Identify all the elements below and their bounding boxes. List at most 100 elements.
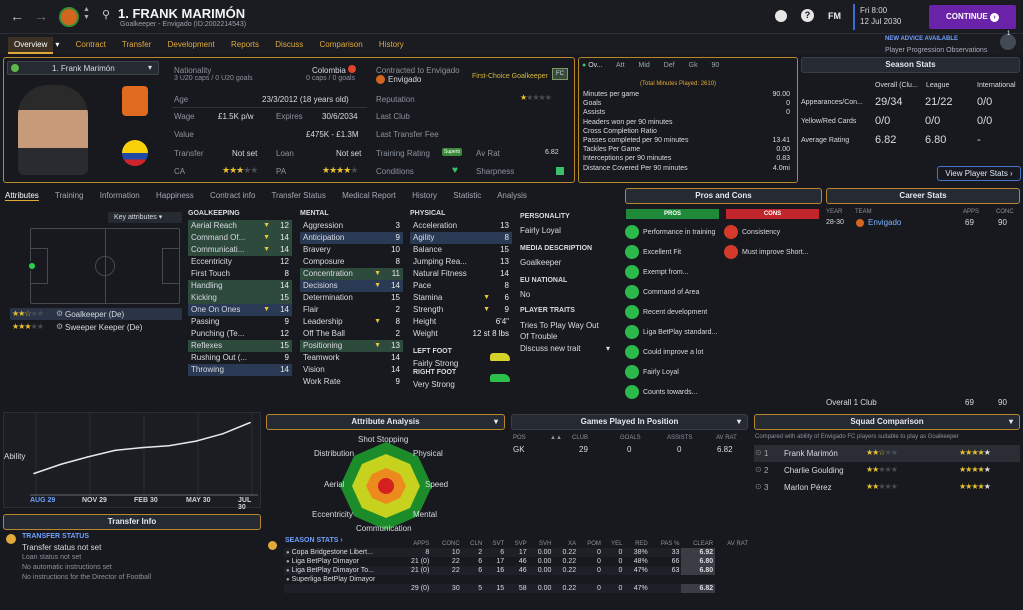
con-item[interactable]: Consistency	[724, 222, 822, 242]
attribute-row[interactable]: Balance 15	[410, 244, 512, 256]
tab-medical-report[interactable]: Medical Report	[342, 191, 396, 200]
forward-arrow-icon[interactable]: →	[34, 8, 48, 24]
attribute-row[interactable]: Positioning ▼ 13	[300, 340, 403, 352]
nav-discuss[interactable]: Discuss	[275, 40, 304, 49]
attribute-row[interactable]: Acceleration 13	[410, 220, 512, 232]
stats-tab-90[interactable]: 90	[711, 62, 720, 69]
attribute-row[interactable]: Vision 14	[300, 364, 403, 376]
attribute-row[interactable]: Pace 8	[410, 280, 512, 292]
attribute-row[interactable]: Handling 14	[188, 280, 292, 292]
nav-overview[interactable]: Overview	[8, 37, 54, 54]
pro-item[interactable]: Command of Area	[625, 282, 723, 302]
squad-row[interactable]: 3 ⊙ Marlon Pérez ★★★★★ ★★★★★	[754, 479, 1020, 496]
squad-row[interactable]: 2 ⊙ Charlie Goulding ★★★★★ ★★★★★	[754, 462, 1020, 479]
help-icon[interactable]: ?	[801, 9, 814, 22]
player-selector[interactable]	[7, 61, 159, 75]
discuss-trait-dropdown[interactable]: Discuss new trait ▾	[520, 344, 610, 353]
pro-item[interactable]: Liga BetPlay standard...	[625, 322, 723, 342]
view-player-stats-button[interactable]: View Player Stats ›	[937, 166, 1021, 181]
attribute-row[interactable]: Stamina ▼ 6	[410, 292, 512, 304]
tab-statistic[interactable]: Statistic	[453, 191, 482, 200]
attribute-row[interactable]: Determination 15	[300, 292, 403, 304]
fm-logo[interactable]: FM	[828, 11, 841, 21]
tab-analysis[interactable]: Analysis	[497, 191, 527, 200]
tab-history[interactable]: History	[412, 191, 438, 200]
stats-tab-att[interactable]: Att	[616, 62, 625, 69]
attribute-row[interactable]: Aggression 3	[300, 220, 403, 232]
ball-icon[interactable]	[775, 10, 787, 22]
career-team[interactable]: Envigado	[868, 218, 902, 227]
tab-contract-info[interactable]: Contract info	[210, 191, 256, 200]
squad-comparison-header[interactable]: Squad Comparison ▾	[754, 414, 1020, 430]
attribute-row[interactable]: Bravery 10	[300, 244, 403, 256]
nav-transfer[interactable]: Transfer	[121, 40, 152, 49]
switch-player-icon[interactable]: ▲ ▼	[83, 6, 90, 21]
attribute-row[interactable]: Height 6'4"	[410, 316, 512, 328]
pro-item[interactable]: Recent development	[625, 302, 723, 322]
attribute-row[interactable]: Natural Fitness 14	[410, 268, 512, 280]
attribute-row[interactable]: Eccentricity 12	[188, 256, 292, 268]
stats-tab-overview[interactable]: Ov...	[588, 62, 603, 69]
attribute-row[interactable]: Anticipation 9	[300, 232, 403, 244]
pro-item[interactable]: Exempt from...	[625, 262, 723, 282]
attribute-analysis-header[interactable]: Attribute Analysis ▾	[266, 414, 505, 430]
attribute-row[interactable]: Strength ▼ 9	[410, 304, 512, 316]
tab-transfer-status[interactable]: Transfer Status	[271, 191, 326, 200]
attribute-row[interactable]: Passing 9	[188, 316, 292, 328]
pro-item[interactable]: Fairly Loyal	[625, 362, 723, 382]
attribute-row[interactable]: Work Rate 9	[300, 376, 403, 388]
attribute-row[interactable]: Command Of... ▼ 14	[188, 232, 292, 244]
attribute-row[interactable]: Flair 2	[300, 304, 403, 316]
advice-title[interactable]: NEW ADVICE AVAILABLE	[885, 36, 958, 42]
stats-tab-mid[interactable]: Mid	[638, 62, 650, 69]
attribute-row[interactable]: Punching (Te... 12	[188, 328, 292, 340]
pro-item[interactable]: Excellent Fit	[625, 242, 723, 262]
nav-reports[interactable]: Reports	[231, 40, 260, 49]
advice-subtitle[interactable]: Player Progression Observations	[885, 47, 988, 54]
club-name[interactable]: Envigado	[388, 75, 422, 84]
attribute-row[interactable]: Teamwork 14	[300, 352, 403, 364]
squad-row[interactable]: 1 ⊙ Frank Marimón ★★☆★★ ★★★★★	[754, 445, 1020, 462]
attribute-row[interactable]: Reflexes 15	[188, 340, 292, 352]
nav-development[interactable]: Development	[167, 40, 215, 49]
attribute-row[interactable]: Off The Ball 2	[300, 328, 403, 340]
season-stats-row[interactable]: ● Copa Bridgestone Libert... 8 10 2 6 17 0.00 0.…	[284, 548, 750, 557]
attribute-row[interactable]: Jumping Rea... 13	[410, 256, 512, 268]
tab-happiness[interactable]: Happiness	[155, 191, 194, 200]
attribute-row[interactable]: Leadership ▼ 8	[300, 316, 403, 328]
transfer-status-title[interactable]: TRANSFER STATUS	[22, 533, 90, 540]
con-item[interactable]: Must improve Short...	[724, 242, 822, 262]
nav-comparison[interactable]: Comparison	[319, 40, 363, 49]
search-icon[interactable]: ⚲	[102, 9, 111, 21]
season-stats-title[interactable]: SEASON STATS ›	[285, 537, 343, 544]
season-stats-row[interactable]: ● Superliga BetPlay Dimayor	[284, 575, 750, 584]
back-arrow-icon[interactable]: ←	[10, 8, 24, 24]
stats-tab-def[interactable]: Def	[663, 62, 675, 69]
season-stats-row[interactable]: 29 (0) 30 5 15 58 0.00 0.22 0 0 47% 6.82	[284, 584, 750, 593]
attribute-row[interactable]: Weight 12 st 8 lbs	[410, 328, 512, 340]
tab-attributes[interactable]: Attributes	[5, 191, 39, 201]
attribute-row[interactable]: First Touch 8	[188, 268, 292, 280]
pro-item[interactable]: Could improve a lot	[625, 342, 723, 362]
nav-contract[interactable]: Contract	[75, 40, 106, 49]
advice-icon[interactable]	[1000, 34, 1016, 50]
tab-information[interactable]: Information	[99, 191, 140, 200]
pro-item[interactable]: Performance in training	[625, 222, 723, 242]
nav-history[interactable]: History	[378, 40, 404, 49]
season-stats-row[interactable]: ● Liga BetPlay Dimayor 21 (0) 22 6 17 46 0.00 0.…	[284, 557, 750, 566]
role-row-1[interactable]	[10, 308, 182, 320]
season-stats-row[interactable]: ● Liga BetPlay Dimayor To... 21 (0) 22 6 16 46…	[284, 566, 750, 575]
attribute-row[interactable]: Composure 8	[300, 256, 403, 268]
attribute-row[interactable]: Agility 8	[410, 232, 512, 244]
attribute-row[interactable]: Communicati... ▼ 14	[188, 244, 292, 256]
key-attributes-dropdown[interactable]: Key attributes ▾	[108, 212, 182, 223]
attribute-row[interactable]: Concentration ▼ 11	[300, 268, 403, 280]
stats-tab-gk[interactable]: Gk	[688, 62, 698, 69]
pro-item[interactable]: Counts towards...	[625, 382, 723, 402]
attribute-row[interactable]: Decisions ▼ 14	[300, 280, 403, 292]
attribute-row[interactable]: Kicking 15	[188, 292, 292, 304]
tab-training[interactable]: Training	[54, 191, 84, 200]
attribute-row[interactable]: One On Ones ▼ 14	[188, 304, 292, 316]
attribute-row[interactable]: Rushing Out (... 9	[188, 352, 292, 364]
games-played-header[interactable]: Games Played In Position ▾	[511, 414, 748, 430]
